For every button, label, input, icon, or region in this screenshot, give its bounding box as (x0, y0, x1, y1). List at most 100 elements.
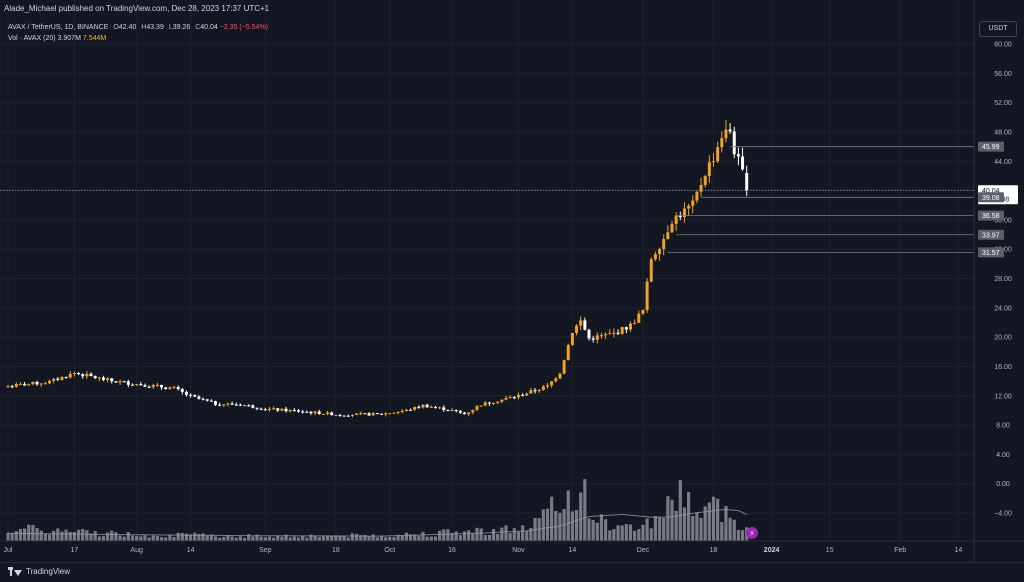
candle-body (487, 402, 491, 404)
volume-bar (43, 533, 47, 541)
volume-bar (624, 524, 628, 541)
volume-bar (259, 536, 263, 541)
volume-bar (238, 536, 242, 541)
candle (126, 379, 130, 388)
price-tick-label: 8.00 (996, 423, 1010, 430)
time-tick-label: Sep (259, 547, 272, 554)
volume-bar (180, 532, 184, 541)
candle-body (479, 405, 483, 407)
candle (529, 387, 533, 394)
candle (305, 410, 309, 413)
volume-bar (321, 536, 325, 541)
candle (60, 376, 64, 381)
level-badge-label: 33.97 (982, 232, 1000, 239)
candle-body (284, 408, 288, 412)
candle (14, 382, 18, 388)
candle-body (550, 381, 554, 386)
volume-bar (716, 498, 720, 541)
volume-bar (691, 515, 695, 541)
candle-body (39, 383, 43, 385)
candle (284, 406, 288, 413)
candle (297, 409, 300, 413)
candle-body (608, 333, 612, 335)
volume-bar (110, 530, 114, 541)
candle-body (612, 332, 616, 334)
price-tick-label: 48.00 (994, 129, 1012, 136)
candle-body (529, 390, 533, 394)
time-tick-label: 17 (71, 547, 79, 554)
volume-legend[interactable]: Vol · AVAX (20) 3.907M 7.544M (8, 33, 268, 44)
candle-body (168, 387, 172, 389)
candle (438, 406, 442, 410)
volume-bar (68, 531, 72, 541)
candle (409, 408, 413, 411)
candle-body (280, 408, 284, 411)
volume-bar (612, 529, 616, 541)
symbol-legend[interactable]: AVAX / TetherUS, 1D, BINANCE O42.40 H43.… (8, 24, 269, 31)
candle-body (35, 381, 39, 385)
volume-bar (64, 529, 68, 541)
volume-bar (554, 510, 558, 541)
candle (666, 225, 670, 240)
candle-body (425, 404, 429, 408)
volume-bar (106, 532, 110, 541)
volume-bar (400, 535, 404, 541)
candle (276, 408, 280, 413)
volume-bar (39, 530, 43, 541)
candle-body (346, 415, 350, 417)
volume-bar (355, 533, 359, 541)
candle (342, 415, 346, 417)
candle-body (421, 404, 425, 408)
volume-bar (417, 535, 421, 541)
candle (97, 376, 101, 381)
candle-body (433, 406, 437, 408)
volume-bar (500, 527, 504, 541)
candle (425, 403, 429, 408)
volume-bar (101, 535, 106, 541)
volume-bar (60, 531, 64, 541)
volume-bar (135, 536, 139, 541)
volume-bar (288, 537, 292, 541)
candle (234, 402, 238, 406)
candle (31, 381, 35, 386)
time-tick-label: 16 (448, 547, 456, 554)
volume-bar (587, 518, 591, 541)
volume-bar (628, 524, 633, 541)
candle-body (326, 412, 330, 414)
candle (450, 408, 454, 412)
candle (363, 413, 367, 415)
candle-body (68, 373, 72, 378)
candle-body (176, 387, 180, 390)
candle-body (151, 385, 155, 387)
volume-bar (487, 534, 491, 541)
volume-bar (230, 536, 234, 541)
tradingview-logo[interactable]: TradingView (8, 567, 70, 576)
candle (728, 123, 732, 135)
volume-bar (272, 537, 276, 541)
candle-body (512, 397, 516, 399)
candle-body (429, 406, 433, 408)
currency-button[interactable]: USDT (979, 21, 1017, 37)
candle (334, 414, 338, 417)
time-tick-label: 14 (954, 547, 962, 554)
volume-bar (450, 533, 454, 541)
volume-bar (292, 536, 296, 541)
candle-body (641, 309, 645, 314)
volume-bar (31, 524, 35, 541)
volume-bar (641, 524, 645, 541)
candle (608, 328, 612, 335)
volume-bar (242, 537, 247, 541)
candle (504, 395, 508, 401)
candle-body (338, 414, 342, 416)
volume-bar (475, 527, 479, 541)
volume-value: 3.907M (57, 35, 81, 42)
candle (371, 411, 375, 416)
candle (624, 326, 628, 334)
volume-bar (205, 535, 209, 541)
volume-bar (566, 490, 570, 541)
candle (101, 375, 105, 382)
volume-bar (707, 502, 711, 541)
candle-body (458, 410, 462, 413)
alert-icon[interactable]: ⚡ (746, 527, 758, 539)
